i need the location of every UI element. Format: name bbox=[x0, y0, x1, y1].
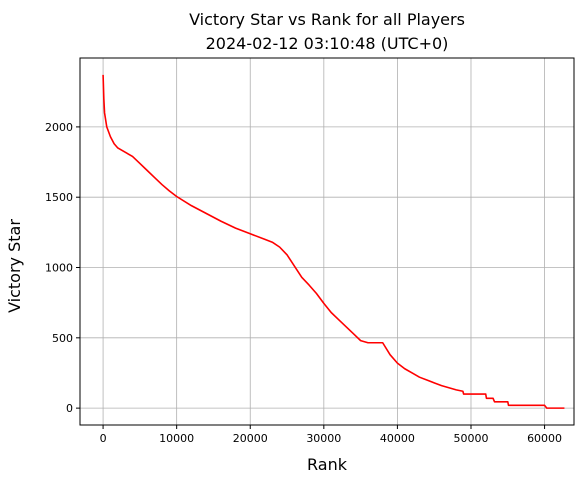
series-line bbox=[102, 74, 565, 409]
y-axis-ticks: 0 500 1000 1500 2000 bbox=[45, 121, 80, 415]
x-axis-ticks: 0 10000 20000 30000 40000 50000 60000 bbox=[100, 425, 562, 445]
y-axis-label: Victory Star bbox=[5, 219, 24, 313]
series-layer bbox=[102, 74, 565, 409]
x-tick-label: 40000 bbox=[380, 432, 415, 445]
y-tick-label: 1500 bbox=[45, 191, 73, 204]
y-tick-label: 1000 bbox=[45, 262, 73, 275]
y-tick-label: 0 bbox=[66, 402, 73, 415]
chart-title-line-1: Victory Star vs Rank for all Players bbox=[189, 10, 465, 29]
plot-frame bbox=[79, 57, 575, 426]
x-tick-label: 10000 bbox=[159, 432, 194, 445]
grid bbox=[80, 58, 574, 425]
x-axis-label: Rank bbox=[307, 455, 348, 474]
x-tick-label: 60000 bbox=[527, 432, 562, 445]
y-tick-label: 2000 bbox=[45, 121, 73, 134]
y-tick-label: 500 bbox=[52, 332, 73, 345]
x-tick-label: 20000 bbox=[233, 432, 268, 445]
x-tick-label: 30000 bbox=[306, 432, 341, 445]
x-tick-label: 0 bbox=[100, 432, 107, 445]
chart-title-line-2: 2024-02-12 03:10:48 (UTC+0) bbox=[206, 34, 449, 53]
x-tick-label: 50000 bbox=[453, 432, 488, 445]
